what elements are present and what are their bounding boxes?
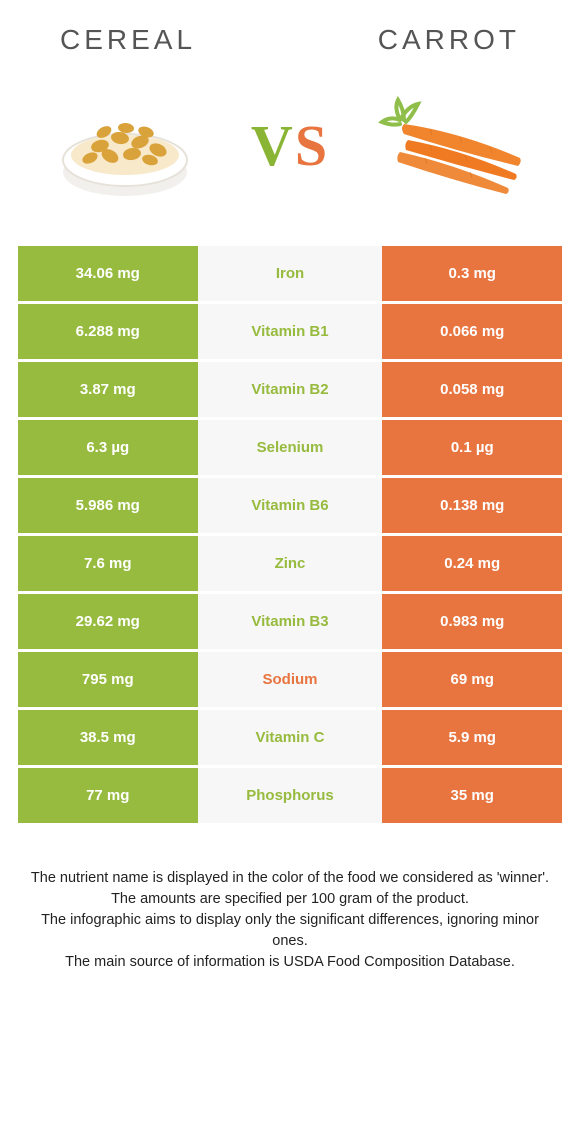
carrot-image [370, 80, 540, 210]
table-row: 5.986 mgVitamin B60.138 mg [18, 478, 562, 533]
table-row: 6.3 µgSelenium0.1 µg [18, 420, 562, 475]
right-value: 0.058 mg [382, 362, 562, 417]
left-value: 77 mg [18, 768, 198, 823]
vs-v: V [251, 113, 295, 178]
right-value: 0.3 mg [382, 246, 562, 301]
vs-s: S [295, 113, 329, 178]
table-row: 6.288 mgVitamin B10.066 mg [18, 304, 562, 359]
nutrient-name: Sodium [198, 652, 383, 707]
table-row: 795 mgSodium69 mg [18, 652, 562, 707]
left-food-title: CEREAL [60, 24, 196, 56]
right-value: 0.1 µg [382, 420, 562, 475]
right-value: 5.9 mg [382, 710, 562, 765]
table-row: 3.87 mgVitamin B20.058 mg [18, 362, 562, 417]
cereal-image [40, 80, 210, 210]
nutrient-name: Phosphorus [198, 768, 383, 823]
left-value: 7.6 mg [18, 536, 198, 591]
nutrient-name: Vitamin B1 [198, 304, 383, 359]
right-value: 35 mg [382, 768, 562, 823]
nutrient-name: Zinc [198, 536, 383, 591]
footer-line: The main source of information is USDA F… [24, 952, 556, 973]
left-value: 5.986 mg [18, 478, 198, 533]
left-value: 38.5 mg [18, 710, 198, 765]
table-row: 34.06 mgIron0.3 mg [18, 246, 562, 301]
nutrient-name: Selenium [198, 420, 383, 475]
hero-row: VS [0, 64, 580, 246]
right-value: 0.066 mg [382, 304, 562, 359]
nutrient-name: Iron [198, 246, 383, 301]
table-row: 77 mgPhosphorus35 mg [18, 768, 562, 823]
right-value: 69 mg [382, 652, 562, 707]
right-value: 0.24 mg [382, 536, 562, 591]
table-row: 38.5 mgVitamin C5.9 mg [18, 710, 562, 765]
left-value: 34.06 mg [18, 246, 198, 301]
footer-line: The nutrient name is displayed in the co… [24, 868, 556, 889]
nutrient-name: Vitamin B3 [198, 594, 383, 649]
right-food-title: CARROT [378, 24, 520, 56]
right-value: 0.138 mg [382, 478, 562, 533]
left-value: 6.3 µg [18, 420, 198, 475]
table-row: 29.62 mgVitamin B30.983 mg [18, 594, 562, 649]
nutrient-name: Vitamin B2 [198, 362, 383, 417]
nutrient-name: Vitamin B6 [198, 478, 383, 533]
left-value: 3.87 mg [18, 362, 198, 417]
table-row: 7.6 mgZinc0.24 mg [18, 536, 562, 591]
nutrient-table: 34.06 mgIron0.3 mg6.288 mgVitamin B10.06… [18, 246, 562, 823]
left-value: 29.62 mg [18, 594, 198, 649]
left-value: 6.288 mg [18, 304, 198, 359]
right-value: 0.983 mg [382, 594, 562, 649]
left-value: 795 mg [18, 652, 198, 707]
footer-line: The amounts are specified per 100 gram o… [24, 889, 556, 910]
vs-badge: VS [251, 112, 329, 179]
footer-notes: The nutrient name is displayed in the co… [0, 826, 580, 973]
nutrient-name: Vitamin C [198, 710, 383, 765]
footer-line: The infographic aims to display only the… [24, 910, 556, 952]
title-row: CEREAL CARROT [0, 0, 580, 64]
